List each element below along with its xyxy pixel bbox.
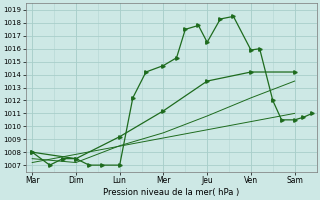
X-axis label: Pression niveau de la mer( hPa ): Pression niveau de la mer( hPa ) — [103, 188, 239, 197]
